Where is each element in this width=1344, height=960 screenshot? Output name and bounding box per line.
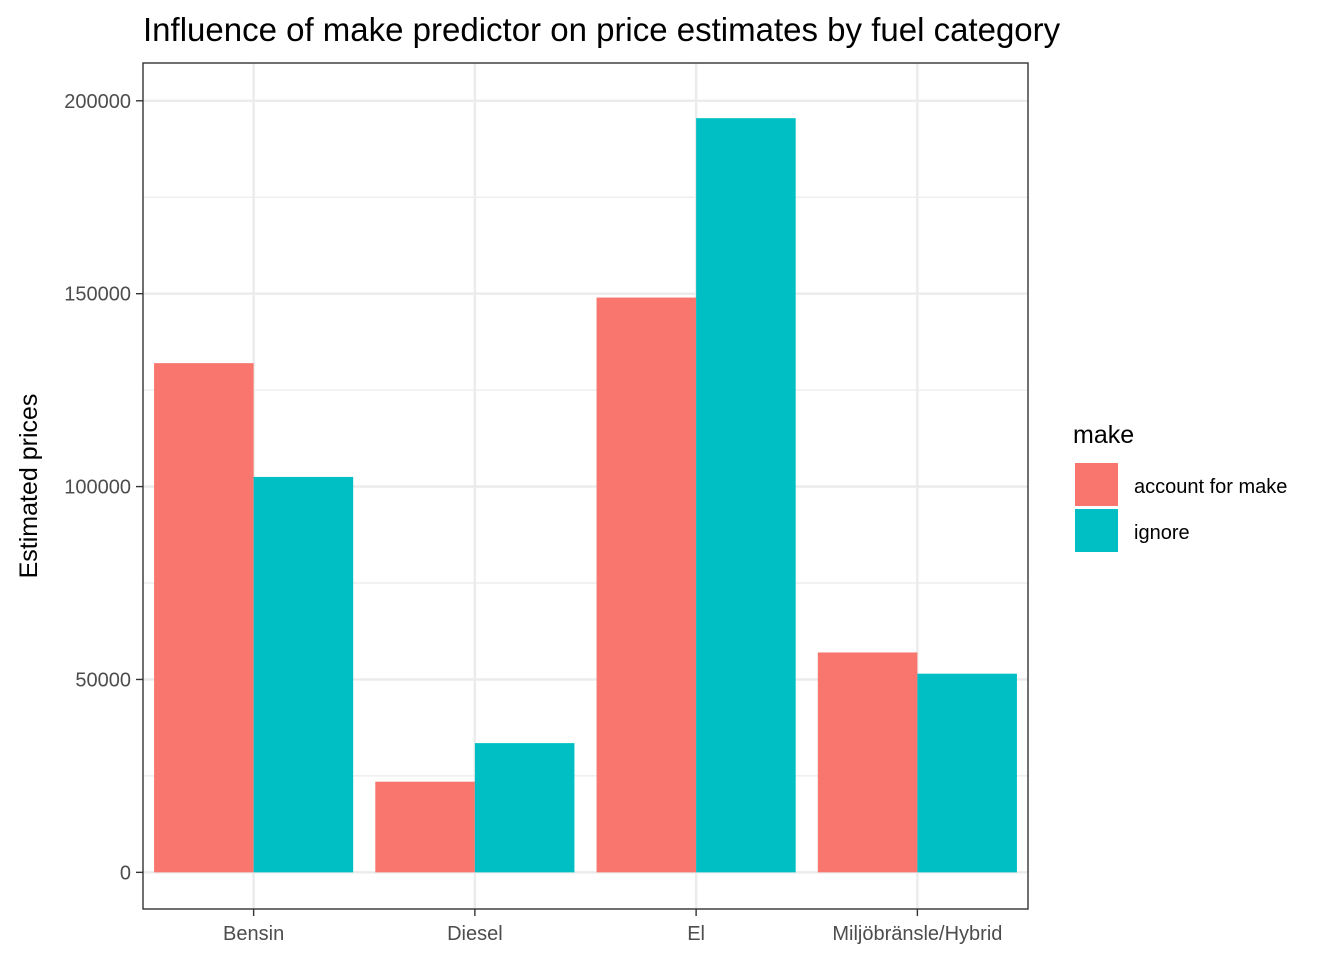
bar-ignore-el <box>696 118 796 873</box>
bar-ignore-bensin <box>253 476 354 873</box>
plot-panel: 0 50000 100000 150000 200000 Bensin Diesel El Mi… <box>64 62 1029 945</box>
legend-key-ignore <box>1075 509 1118 552</box>
legend: make account for make ignore <box>1073 421 1287 552</box>
x-tick-label: Miljöbränsle/Hybrid <box>832 923 1002 945</box>
bar-ignore-diesel <box>474 743 575 873</box>
bar-account-for-make-el <box>596 297 697 873</box>
x-tick-label: Bensin <box>223 923 284 945</box>
bar-ignore-milj-br-nsle-hybrid <box>917 673 1017 873</box>
bar-account-for-make-bensin <box>154 363 254 873</box>
y-tick-label: 100000 <box>64 477 131 499</box>
legend-label: account for make <box>1134 476 1287 498</box>
chart-title: Influence of make predictor on price est… <box>143 11 1061 48</box>
y-tick-label: 50000 <box>75 669 131 691</box>
y-tick-label: 0 <box>120 862 131 884</box>
legend-key-account-for-make <box>1075 463 1118 506</box>
x-tick-label: El <box>687 923 705 945</box>
y-tick-label: 200000 <box>64 91 131 113</box>
bar-account-for-make-diesel <box>375 781 475 873</box>
y-tick-label: 150000 <box>64 284 131 306</box>
x-tick-label: Diesel <box>447 923 503 945</box>
legend-title: make <box>1073 421 1134 449</box>
legend-label: ignore <box>1134 522 1190 544</box>
y-axis-title: Estimated prices <box>15 394 43 579</box>
bar-account-for-make-milj-br-nsle-hybrid <box>817 652 918 873</box>
